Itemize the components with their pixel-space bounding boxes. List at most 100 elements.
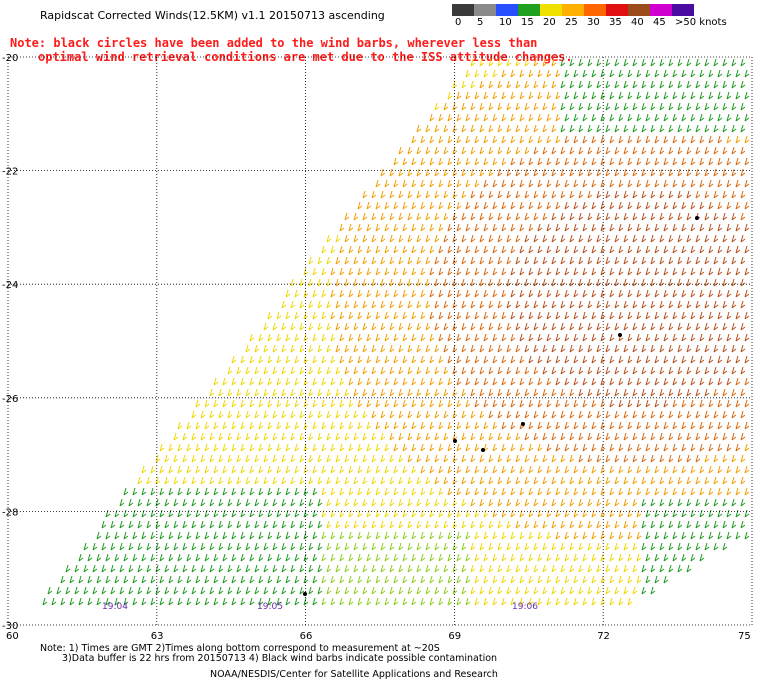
wind-barb <box>659 366 665 375</box>
wind-barb <box>591 201 597 210</box>
wind-barb <box>353 344 359 353</box>
wind-barb <box>285 355 291 364</box>
wind-barb <box>515 366 521 375</box>
wind-barb <box>245 476 251 485</box>
wind-barb <box>632 388 638 397</box>
wind-barb <box>582 597 588 606</box>
wind-barb <box>492 223 498 232</box>
wind-barb <box>182 564 188 573</box>
wind-barb <box>227 498 233 507</box>
wind-barb <box>519 179 525 188</box>
wind-barb <box>182 586 188 595</box>
wind-barb <box>204 487 210 496</box>
wind-barb <box>506 586 512 595</box>
wind-barb <box>398 520 404 529</box>
wind-barb <box>510 333 516 342</box>
wind-barb <box>740 476 746 485</box>
wind-barb <box>564 69 570 78</box>
wind-barb <box>605 322 611 331</box>
wind-barb <box>434 300 440 309</box>
wind-barb <box>384 311 390 320</box>
wind-barb <box>686 212 692 221</box>
wind-barb <box>474 267 480 276</box>
wind-barb <box>425 520 431 529</box>
wind-barb <box>393 311 399 320</box>
wind-barb <box>389 344 395 353</box>
wind-barb <box>258 575 264 584</box>
wind-barb <box>137 564 143 573</box>
wind-barb <box>110 542 116 551</box>
note-line-1: Note: black circles have been added to t… <box>10 36 538 50</box>
wind-barb <box>735 267 741 276</box>
wind-barb <box>600 113 606 122</box>
wind-barb <box>384 575 390 584</box>
wind-barb <box>614 212 620 221</box>
wind-barb <box>636 289 642 298</box>
wind-barb <box>321 553 327 562</box>
wind-barb <box>699 421 705 430</box>
wind-barb <box>51 597 57 606</box>
wind-barb <box>690 135 696 144</box>
wind-barb <box>582 465 588 474</box>
wind-barb <box>717 201 723 210</box>
wind-barb <box>528 421 534 430</box>
wind-barb <box>659 520 665 529</box>
wind-barb <box>587 102 593 111</box>
wind-barb <box>416 542 422 551</box>
wind-barb <box>569 542 575 551</box>
wind-barb <box>726 223 732 232</box>
wind-barb <box>429 311 435 320</box>
wind-barb <box>690 333 696 342</box>
wind-barb <box>299 476 305 485</box>
wind-barb <box>402 355 408 364</box>
wind-barb <box>245 520 251 529</box>
wind-barb <box>339 421 345 430</box>
wind-barb <box>159 487 165 496</box>
wind-barb <box>335 542 341 551</box>
wind-barb <box>623 58 629 67</box>
wind-barb <box>407 476 413 485</box>
wind-barb <box>317 476 323 485</box>
wind-barb <box>551 278 557 287</box>
wind-barb <box>663 245 669 254</box>
wind-barb <box>623 586 629 595</box>
wind-barb <box>650 520 656 529</box>
wind-barb <box>564 113 570 122</box>
wind-barb <box>668 168 674 177</box>
wind-barb <box>434 256 440 265</box>
wind-barb <box>276 443 282 452</box>
wind-barb <box>339 399 345 408</box>
wind-barb <box>600 223 606 232</box>
wind-barb <box>623 256 629 265</box>
wind-barb <box>452 212 458 221</box>
wind-barb <box>254 476 260 485</box>
wind-barb <box>240 531 246 540</box>
wind-barb <box>731 432 737 441</box>
wind-barb <box>654 113 660 122</box>
wind-barb <box>519 333 525 342</box>
wind-barb <box>339 575 345 584</box>
wind-barb <box>708 179 714 188</box>
wind-barb <box>587 498 593 507</box>
wind-barb <box>488 366 494 375</box>
wind-barb <box>623 190 629 199</box>
wind-barb <box>695 366 701 375</box>
wind-barb <box>465 443 471 452</box>
wind-barb <box>429 333 435 342</box>
wind-barb <box>425 432 431 441</box>
wind-barb <box>74 586 80 595</box>
wind-barb <box>425 564 431 573</box>
wind-barb <box>398 344 404 353</box>
wind-barb <box>596 58 602 67</box>
wind-barb <box>564 245 570 254</box>
wind-barb <box>519 201 525 210</box>
wind-barb <box>461 432 467 441</box>
wind-barb <box>537 201 543 210</box>
wind-barb <box>308 564 314 573</box>
wind-barb <box>434 344 440 353</box>
wind-barb <box>654 91 660 100</box>
wind-barb <box>614 542 620 551</box>
wind-barb <box>744 443 750 452</box>
wind-barb <box>650 542 656 551</box>
wind-barb <box>263 344 269 353</box>
